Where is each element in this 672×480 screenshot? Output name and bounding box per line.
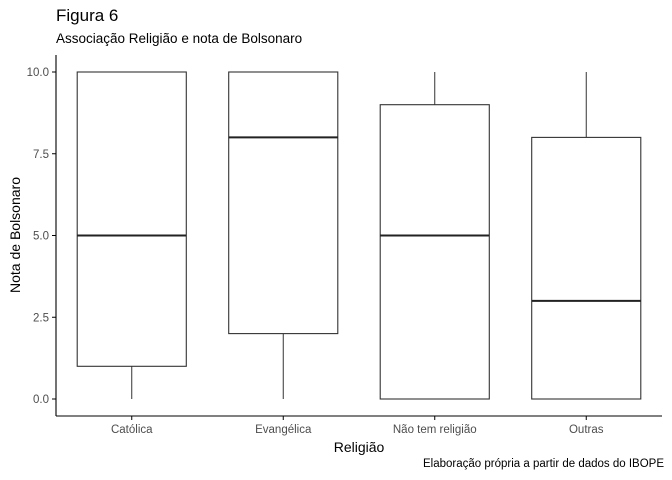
box-2 — [228, 71, 339, 399]
y-tick-label: 7.5 — [33, 149, 49, 161]
y-tick-label: 5.0 — [33, 231, 49, 243]
chart-caption: Elaboração própria a partir de dados do … — [422, 458, 664, 470]
y-tick-label: 10.0 — [27, 67, 49, 79]
box-4 — [531, 72, 642, 400]
box-1 — [76, 71, 187, 399]
x-tick-label: Evangélica — [255, 424, 312, 436]
x-tick-label: Não tem religião — [393, 424, 477, 436]
x-tick-label: Católica — [111, 424, 153, 436]
boxes-layer — [76, 71, 642, 400]
axes-layer: 0.0 2.5 5.0 7.5 10.0 Católica Evangélica Não te… — [27, 55, 662, 436]
box-3 — [379, 72, 490, 400]
box-1-iqr-box — [76, 71, 187, 367]
y-tick-label: 2.5 — [33, 312, 49, 324]
y-axis-title: Nota de Bolsonaro — [7, 177, 23, 293]
chart-title: Figura 6 — [56, 6, 119, 25]
y-tick-label: 0.0 — [33, 394, 49, 406]
box-2-iqr-box — [228, 71, 339, 335]
box-3-iqr-box — [379, 104, 490, 400]
x-tick-label: Outras — [569, 424, 604, 436]
x-axis-title: Religião — [334, 439, 385, 455]
box-4-iqr-box — [531, 136, 642, 400]
chart-subtitle: Associação Religião e nota de Bolsonaro — [56, 31, 303, 46]
